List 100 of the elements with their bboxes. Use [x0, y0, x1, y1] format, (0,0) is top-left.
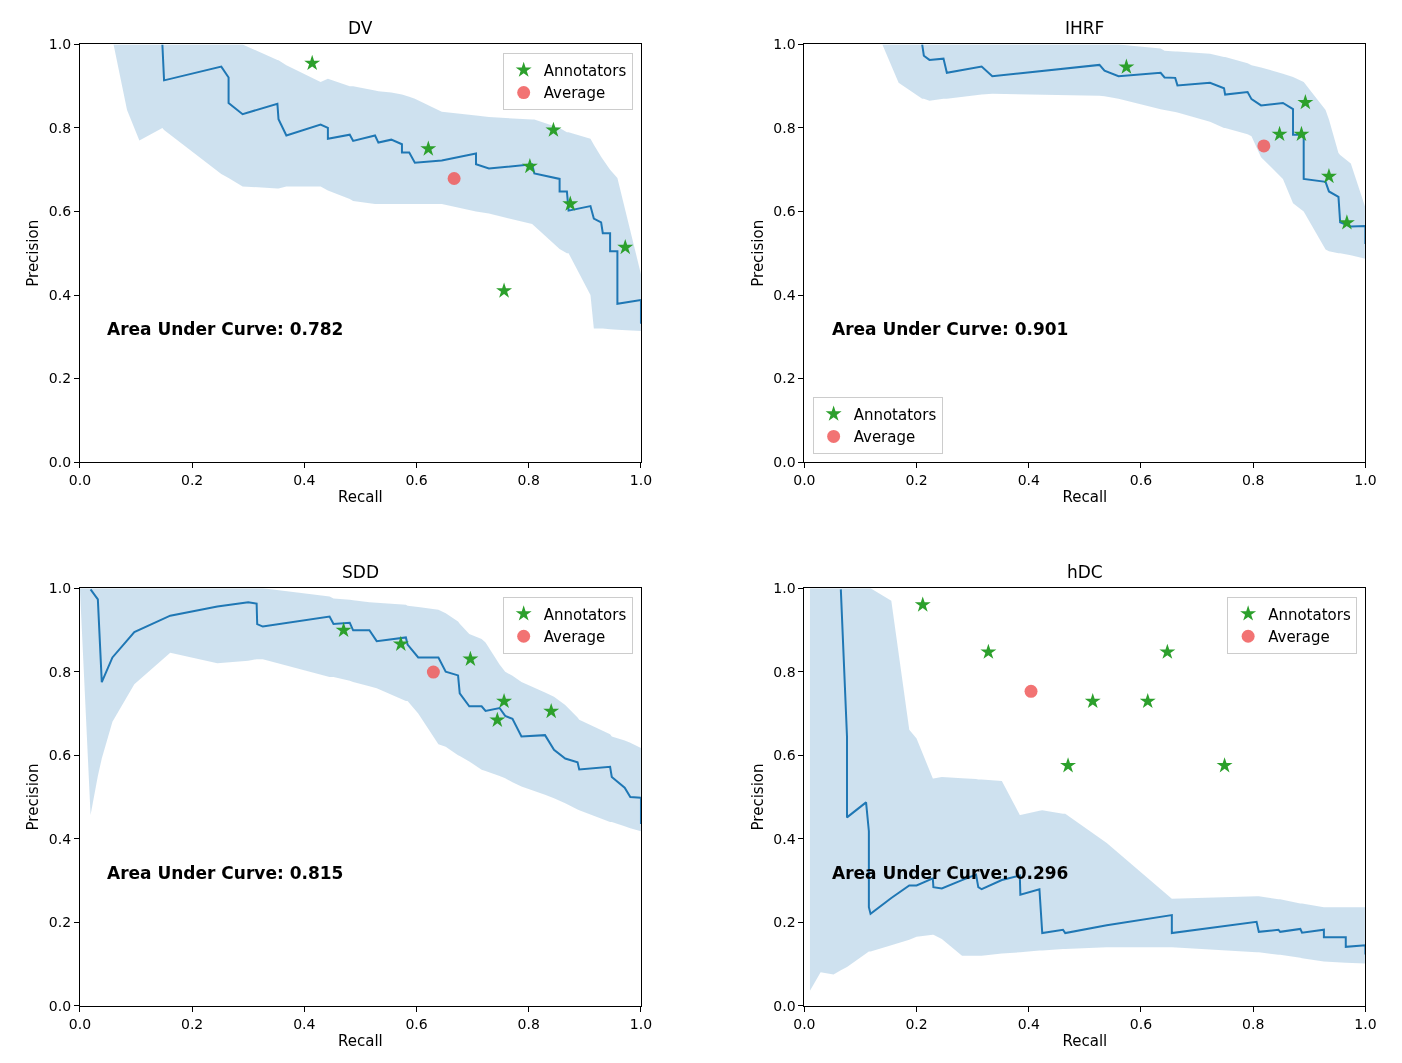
- point: [543, 702, 560, 719]
- y-axis-title: Precision: [24, 763, 43, 831]
- legend-label: Annotators: [543, 605, 627, 624]
- x-tick-label: 0.8: [1242, 1015, 1265, 1032]
- x-axis-title: Recall: [338, 487, 383, 506]
- point: [545, 121, 562, 137]
- point: [392, 635, 409, 651]
- x-tick-label: 0.0: [68, 471, 92, 488]
- y-tick-label: 0.0: [773, 997, 796, 1014]
- x-tick-label: 0.4: [1017, 1015, 1040, 1032]
- legend-label: Annotators: [853, 405, 937, 424]
- point: [426, 665, 440, 679]
- point: [980, 643, 997, 659]
- chart-title: hDC: [1067, 562, 1103, 582]
- y-tick-label: 0.8: [48, 119, 72, 136]
- x-tick-label: 0.8: [1242, 471, 1265, 488]
- y-tick-label: 0.6: [773, 747, 796, 764]
- x-tick-label: 0.4: [293, 1015, 316, 1032]
- y-tick-label: 0.4: [773, 830, 796, 847]
- x-tick-label: 0.0: [793, 471, 816, 488]
- point: [420, 140, 437, 156]
- x-tick-label: 1.0: [629, 1015, 653, 1032]
- point: [1159, 643, 1176, 659]
- y-axis-title: Precision: [748, 763, 767, 831]
- point: [1060, 757, 1077, 773]
- x-tick-label: 0.6: [405, 1015, 428, 1032]
- point: [914, 596, 931, 612]
- chart-title: SDD: [342, 562, 379, 582]
- y-tick-label: 0.2: [773, 914, 796, 931]
- point: [447, 172, 461, 185]
- y-tick-label: 0.6: [773, 203, 796, 220]
- point: [1297, 94, 1314, 110]
- legend-label: Average: [543, 84, 606, 103]
- x-tick-label: 0.6: [1129, 1015, 1153, 1032]
- x-tick-label: 0.6: [1129, 471, 1153, 488]
- point: [521, 157, 538, 174]
- x-tick-label: 0.2: [180, 1015, 204, 1032]
- y-tick-label: 1.0: [48, 580, 72, 597]
- y-tick-label: 1.0: [773, 580, 796, 597]
- y-axis-title: Precision: [748, 219, 767, 287]
- y-tick-label: 0.4: [48, 830, 72, 847]
- point: [1024, 684, 1038, 698]
- y-tick-label: 0.2: [48, 914, 72, 931]
- point: [496, 692, 513, 709]
- x-tick-label: 0.4: [293, 471, 316, 488]
- x-axis-title: Recall: [1062, 487, 1108, 506]
- x-tick-label: 0.6: [405, 471, 428, 488]
- x-axis-title: Recall: [338, 1031, 383, 1050]
- y-tick-label: 0.0: [773, 453, 796, 470]
- x-tick-label: 1.0: [629, 471, 653, 488]
- point: [562, 195, 579, 211]
- x-tick-label: 0.2: [180, 471, 204, 488]
- point: [1084, 692, 1101, 709]
- legend-label: Average: [1268, 628, 1330, 647]
- x-tick-label: 1.0: [1354, 471, 1377, 488]
- x-tick-label: 1.0: [1354, 1015, 1377, 1032]
- x-axis-title: Recall: [1062, 1031, 1108, 1050]
- y-tick-label: 0.0: [48, 453, 72, 470]
- x-tick-label: 0.8: [517, 1015, 540, 1032]
- x-tick-label: 0.0: [793, 1015, 816, 1032]
- point: [1293, 125, 1310, 142]
- point: [1271, 125, 1288, 142]
- point: [462, 650, 479, 666]
- y-tick-label: 0.4: [773, 286, 796, 303]
- x-tick-label: 0.4: [1017, 471, 1040, 488]
- point: [1257, 139, 1271, 153]
- point: [1139, 692, 1156, 709]
- y-tick-label: 0.6: [48, 747, 72, 764]
- legend-label: Annotators: [1268, 605, 1351, 624]
- y-tick-label: 0.4: [48, 286, 72, 303]
- annotation: Area Under Curve: 0.901: [832, 319, 1069, 339]
- chart-title: DV: [348, 18, 373, 38]
- point: [1118, 58, 1135, 74]
- legend-label: Average: [543, 628, 606, 647]
- y-tick-label: 0.8: [48, 663, 72, 680]
- point: [496, 282, 513, 298]
- x-tick-label: 0.2: [905, 471, 928, 488]
- y-tick-label: 0.6: [48, 203, 72, 220]
- y-tick-label: 1.0: [773, 36, 796, 53]
- point: [1216, 757, 1233, 773]
- point: [489, 711, 506, 727]
- x-tick-label: 0.8: [517, 471, 540, 488]
- annotation: Area Under Curve: 0.782: [107, 319, 344, 339]
- y-tick-label: 0.2: [48, 370, 72, 387]
- point: [335, 621, 352, 638]
- y-axis-title: Precision: [24, 219, 43, 287]
- point: [1320, 168, 1337, 184]
- y-tick-label: 0.0: [48, 997, 72, 1014]
- y-tick-label: 0.2: [773, 370, 796, 387]
- y-tick-label: 0.8: [773, 663, 796, 680]
- annotation: Area Under Curve: 0.815: [107, 863, 344, 883]
- point: [1338, 214, 1355, 230]
- x-tick-label: 0.2: [905, 1015, 928, 1032]
- y-tick-label: 0.8: [773, 119, 796, 136]
- x-tick-label: 0.0: [68, 1015, 92, 1032]
- point: [617, 239, 634, 255]
- y-tick-label: 1.0: [48, 36, 72, 53]
- legend-label: Average: [853, 428, 916, 447]
- legend-label: Annotators: [543, 61, 627, 80]
- point: [304, 54, 321, 71]
